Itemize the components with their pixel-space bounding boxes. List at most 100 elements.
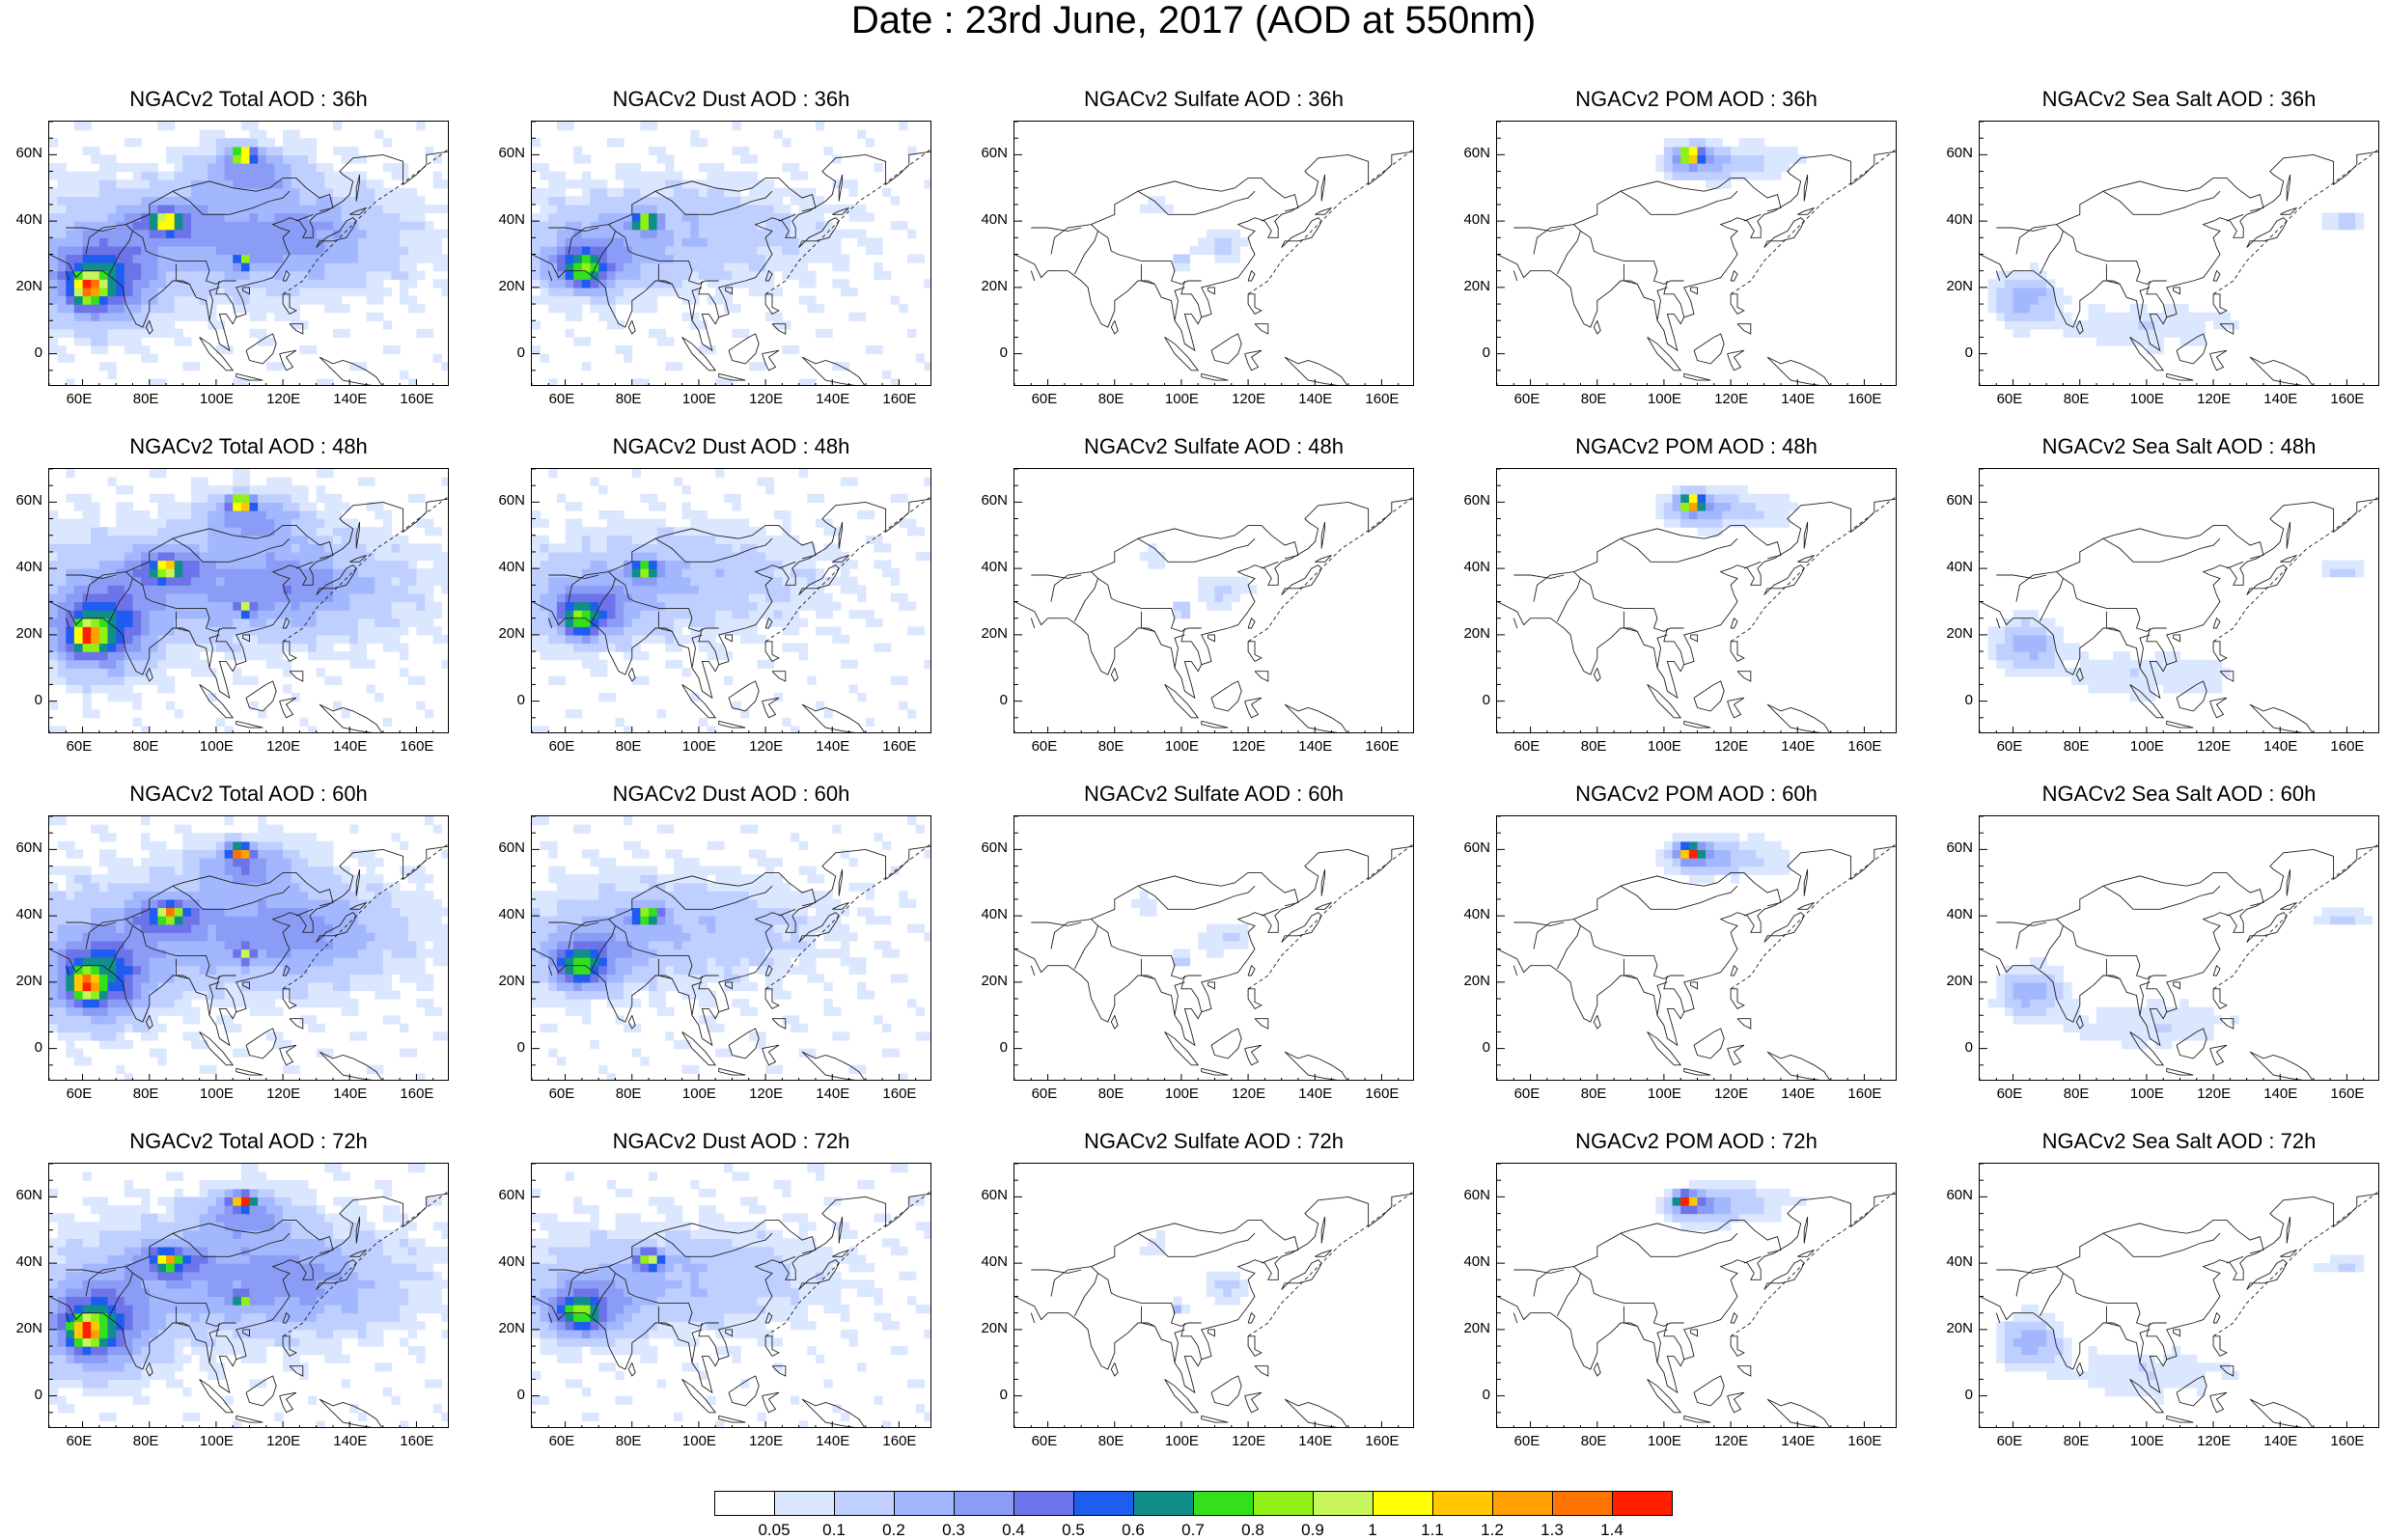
aod-cell [1731,493,1740,503]
aod-cell [2330,221,2340,231]
aod-cell [98,543,109,553]
aod-cell [98,1031,109,1041]
aod-cell [707,610,716,619]
coastline-path [1693,680,1725,712]
aod-cell [1697,171,1707,180]
aod-cell [615,279,625,289]
aod-cell [823,626,833,636]
aod-cell [681,179,691,189]
aod-cell [341,601,350,611]
aod-cell [400,254,409,263]
x-tick-label: 80E [615,738,642,755]
coastline-path [568,224,617,275]
aod-cell [2146,328,2156,338]
aod-cell [182,610,192,619]
aod-cell [2129,320,2139,330]
aod-cell [324,262,334,272]
aod-cell [283,510,292,520]
aod-cell [681,543,691,553]
coastline-path [132,231,236,285]
coastline-path [1663,280,1685,317]
aod-cell [333,279,343,289]
aod-cell [698,196,708,206]
aod-cell [432,279,442,289]
aod-cell [832,262,842,272]
aod-cell [624,651,633,661]
aod-cell [791,237,800,247]
aod-cell [590,668,599,677]
aod-cell [308,551,318,562]
aod-cell [73,626,84,636]
coastline-path [125,524,334,573]
aod-cell [823,254,833,263]
aod-cell [132,527,142,536]
aod-cell [748,551,758,562]
aod-cell [215,518,226,528]
aod-cell [107,262,117,272]
aod-cell [283,270,292,280]
aod-cell [174,312,183,321]
aod-cell [656,196,666,206]
aod-cell [1198,592,1207,603]
aod-cell [674,560,683,569]
aod-cell [581,362,592,371]
aod-cell [391,576,401,586]
aod-cell [425,518,434,528]
aod-cell [540,585,549,594]
aod-cell [174,891,183,900]
aod-map-svg [532,469,930,732]
aod-cell [2054,304,2064,314]
aod-cell [1139,204,1149,214]
aod-cell [141,551,151,562]
aod-cell [915,254,925,263]
aod-cell [98,1040,109,1050]
aod-cell [773,585,783,594]
aod-cell [49,328,59,338]
aod-cell [49,675,59,685]
aod-cell [208,129,217,139]
aod-cell [57,270,67,280]
aod-cell [681,592,691,603]
aod-cell [882,568,892,578]
aod-cell [840,634,850,645]
aod-cell [656,601,666,611]
aod-cell [548,675,558,685]
aod-cell [274,643,284,652]
aod-cell [366,560,375,569]
aod-cell [357,245,368,256]
coastline-path [1727,697,1745,719]
aod-cell [2146,684,2156,694]
aod-cell [157,229,167,238]
aod-cell [556,634,567,645]
aod-cell [215,585,226,594]
aod-cell [249,262,259,272]
aod-cell [441,551,448,562]
aod-cell [590,254,599,263]
aod-cell [116,651,125,661]
aod-cell [82,1031,92,1041]
axis-ticks [49,469,434,732]
aod-shaded-field [49,469,448,732]
aod-cell [57,262,67,272]
aod-cell [166,543,176,553]
aod-cell [782,237,791,247]
aod-cell [174,643,183,652]
aod-cell [157,643,167,652]
coastline-path [2015,224,2065,275]
aod-cell [157,254,167,263]
aod-cell [649,328,658,338]
aod-cell [1223,245,1233,256]
aod-cell [124,693,133,702]
aod-cell [349,576,359,586]
aod-cell [57,940,67,950]
aod-cell [899,304,908,314]
aod-cell [757,576,766,586]
x-tick-label: 160E [1847,391,1882,407]
aod-cell [49,965,59,975]
aod-cell [382,237,392,247]
aod-cell [199,551,208,562]
aod-cell [291,585,300,594]
aod-cell [407,229,417,238]
aod-cell [2171,328,2181,338]
aod-cell [233,568,242,578]
